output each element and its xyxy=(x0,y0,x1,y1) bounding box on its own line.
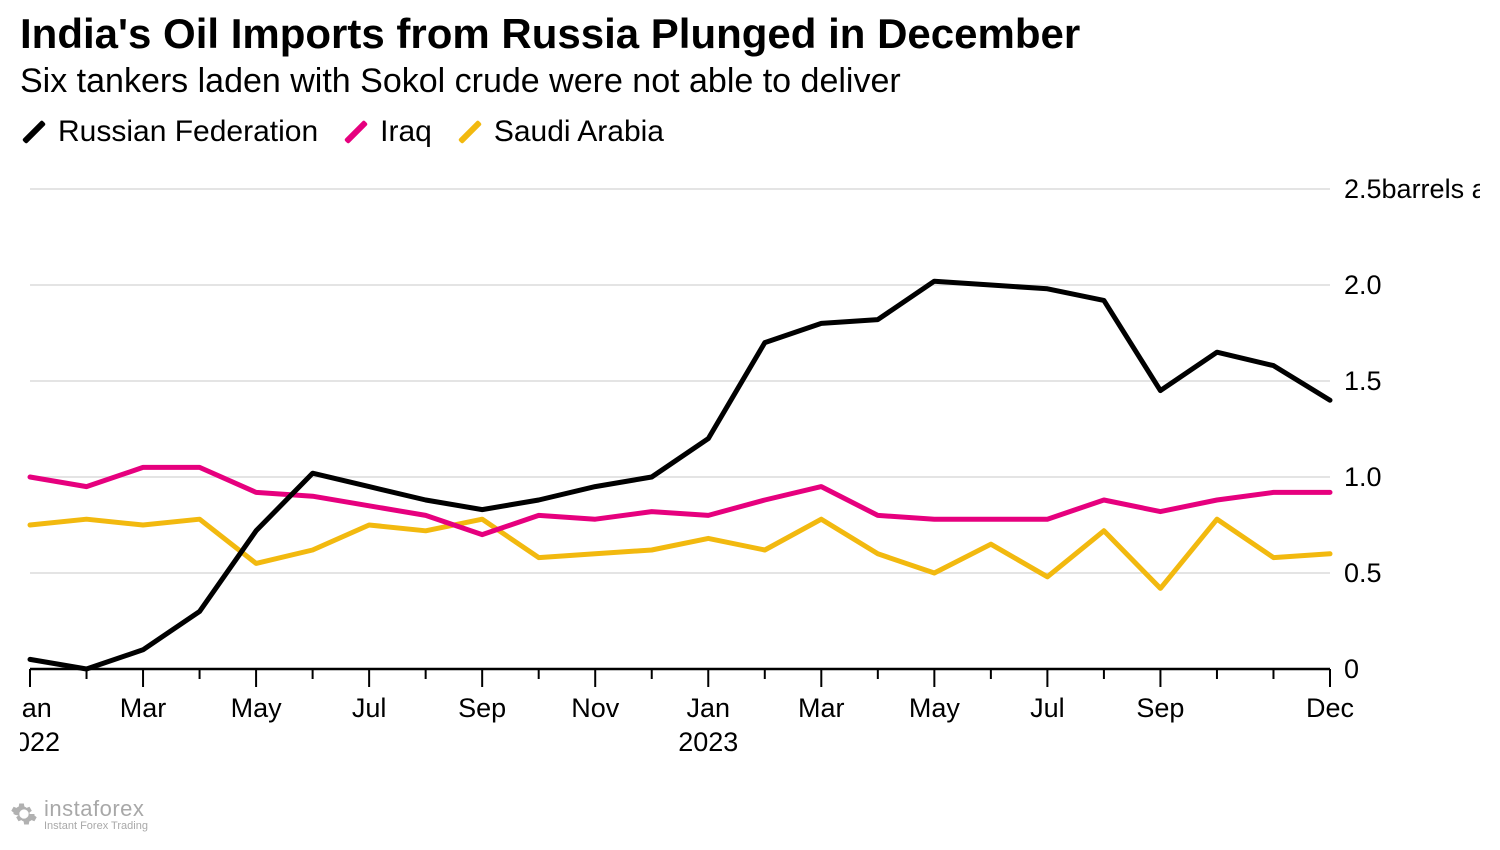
series-line xyxy=(30,281,1330,669)
legend-swatch xyxy=(344,120,368,144)
x-tick-label: Mar xyxy=(798,693,845,723)
x-year-label: 2022 xyxy=(20,727,60,757)
chart-title: India's Oil Imports from Russia Plunged … xyxy=(20,10,1480,58)
y-unit-label: 2.5barrels a day xyxy=(1344,174,1480,204)
legend-label: Russian Federation xyxy=(58,115,318,149)
watermark: instaforex Instant Forex Trading xyxy=(10,796,148,832)
watermark-tagline: Instant Forex Trading xyxy=(44,820,148,832)
y-tick-label: 0 xyxy=(1344,654,1359,684)
y-tick-label: 2.0 xyxy=(1344,270,1382,300)
y-tick-label: 1.0 xyxy=(1344,462,1382,492)
y-tick-label: 0.5 xyxy=(1344,558,1382,588)
chart-svg: 0 0.5 1.0 1.5 2.0 2.5barrels a day Jan Mar May Ju… xyxy=(20,159,1480,759)
chart-area: 0 0.5 1.0 1.5 2.0 2.5barrels a day Jan Mar May Ju… xyxy=(20,159,1480,759)
x-tick-label: Sep xyxy=(458,693,506,723)
legend-item: Saudi Arabia xyxy=(456,115,664,149)
x-tick-label: May xyxy=(231,693,283,723)
x-tick-label: Dec xyxy=(1306,693,1354,723)
legend-label: Saudi Arabia xyxy=(494,115,664,149)
watermark-brand: instaforex xyxy=(44,796,148,822)
x-tick-label: Jan xyxy=(686,693,730,723)
legend-item: Iraq xyxy=(342,115,432,149)
legend-swatch xyxy=(22,120,46,144)
x-tick-label: Sep xyxy=(1136,693,1184,723)
x-tick-label: Jul xyxy=(1030,693,1065,723)
legend: Russian Federation Iraq Saudi Arabia xyxy=(20,115,1480,149)
x-tick-label: Jul xyxy=(352,693,387,723)
x-year-label: 2023 xyxy=(678,727,738,757)
legend-item: Russian Federation xyxy=(20,115,318,149)
x-tick-label: Mar xyxy=(120,693,167,723)
x-tick-label: May xyxy=(909,693,961,723)
y-tick-label: 1.5 xyxy=(1344,366,1382,396)
x-tick-label: Nov xyxy=(571,693,620,723)
x-tick-label: Jan xyxy=(20,693,52,723)
gear-icon xyxy=(10,800,38,828)
chart-subtitle: Six tankers laden with Sokol crude were … xyxy=(20,62,1480,101)
legend-swatch xyxy=(458,120,482,144)
legend-label: Iraq xyxy=(380,115,432,149)
